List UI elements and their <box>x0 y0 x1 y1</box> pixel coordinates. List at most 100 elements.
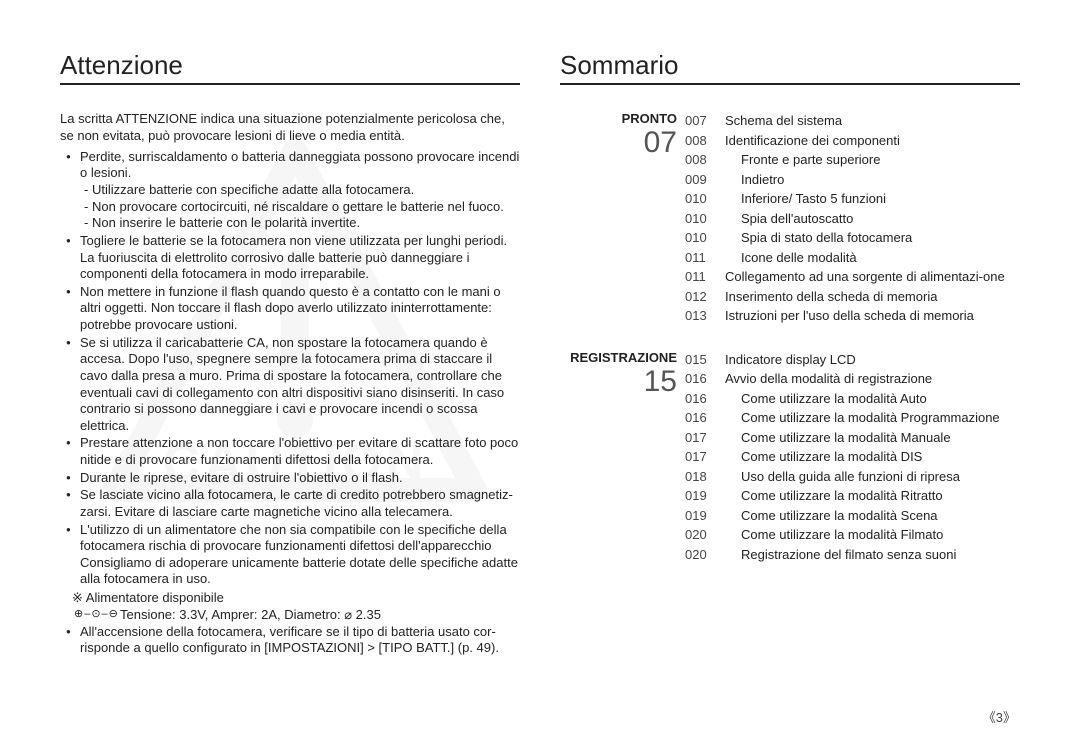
toc-section: PRONTO07007Schema del sistema008Identifi… <box>560 111 1020 326</box>
toc-title: Indietro <box>719 170 1020 190</box>
toc-page: 017 <box>685 447 719 467</box>
toc-page: 019 <box>685 486 719 506</box>
list-item: Togliere le batterie se la fotocamera no… <box>72 233 520 283</box>
toc-title: Fronte e parte superiore <box>719 150 1020 170</box>
toc-page: 016 <box>685 389 719 409</box>
toc-list: 007Schema del sistema008Identificazione … <box>685 111 1020 326</box>
toc-row: 016Avvio della modalità di registrazione <box>685 369 1020 389</box>
toc-page: 018 <box>685 467 719 487</box>
toc-row: 007Schema del sistema <box>685 111 1020 131</box>
list-item: Non inserire le batterie con le polarità… <box>84 215 520 232</box>
page-number: 《3》 <box>983 707 1016 726</box>
toc-row: 016Come utilizzare la modalità Programma… <box>685 408 1020 428</box>
attenzione-heading: Attenzione <box>60 50 520 85</box>
list-item: All'accensione della fotocamera, verific… <box>72 624 520 657</box>
toc-title: Come utilizzare la modalità Ritratto <box>719 486 1020 506</box>
toc-page: 013 <box>685 306 719 326</box>
document-page: CAUTION Attenzione La scritta ATTENZIONE… <box>0 0 1080 746</box>
toc-page: 010 <box>685 189 719 209</box>
toc-page: 009 <box>685 170 719 190</box>
toc-row: 011Collegamento ad una sorgente di alime… <box>685 267 1020 287</box>
toc-page: 011 <box>685 248 719 268</box>
toc-title: Collegamento ad una sorgente di alimenta… <box>719 267 1020 287</box>
toc-section-label: PRONTO07 <box>560 111 685 326</box>
toc-section-label: REGISTRAZIONE15 <box>560 350 685 565</box>
toc-row: 011Icone delle modalità <box>685 248 1020 268</box>
toc-page: 016 <box>685 408 719 428</box>
toc-section: REGISTRAZIONE15015Indicatore display LCD… <box>560 350 1020 565</box>
list-item: Perdite, surriscaldamento o batteria dan… <box>72 149 520 232</box>
toc-section-name: REGISTRAZIONE <box>560 350 677 365</box>
power-spec-text: Tensione: 3.3V, Amprer: 2A, Diametro: ⌀ … <box>120 607 381 622</box>
list-item: Se lasciate vicino alla fotocamera, le c… <box>72 487 520 520</box>
toc-row: 012Inserimento della scheda di memoria <box>685 287 1020 307</box>
toc-title: Come utilizzare la modalità Auto <box>719 389 1020 409</box>
list-item: Non provocare cortocircuiti, né riscalda… <box>84 199 520 216</box>
toc-row: 010Inferiore/ Tasto 5 funzioni <box>685 189 1020 209</box>
toc-row: 020Registrazione del filmato senza suoni <box>685 545 1020 565</box>
toc-row: 019Come utilizzare la modalità Ritratto <box>685 486 1020 506</box>
toc-row: 008Identificazione dei componenti <box>685 131 1020 151</box>
toc-page: 016 <box>685 369 719 389</box>
toc-title: Come utilizzare la modalità Programmazio… <box>719 408 1020 428</box>
toc-section-number: 07 <box>560 126 677 159</box>
toc-title: Registrazione del filmato senza suoni <box>719 545 1020 565</box>
toc-title: Avvio della modalità di registrazione <box>719 369 1020 389</box>
toc-title: Come utilizzare la modalità DIS <box>719 447 1020 467</box>
toc-row: 010Spia di stato della fotocamera <box>685 228 1020 248</box>
attenzione-bullet-list: Perdite, surriscaldamento o batteria dan… <box>60 149 520 588</box>
toc-title: Uso della guida alle funzioni di ripresa <box>719 467 1020 487</box>
toc-title: Istruzioni per l'uso della scheda di mem… <box>719 306 1020 326</box>
toc-page: 020 <box>685 525 719 545</box>
toc-title: Spia dell'autoscatto <box>719 209 1020 229</box>
list-item: Prestare attenzione a non toccare l'obie… <box>72 435 520 468</box>
toc-page: 008 <box>685 131 719 151</box>
sommario-heading: Sommario <box>560 50 1020 85</box>
toc-page: 008 <box>685 150 719 170</box>
list-item: Utilizzare batterie con specifiche adatt… <box>84 182 520 199</box>
list-item: Non mettere in funzione il flash quando … <box>72 284 520 334</box>
list-item: L'utilizzo di un alimentatore che non si… <box>72 522 520 589</box>
toc-row: 020Come utilizzare la modalità Filmato <box>685 525 1020 545</box>
toc-title: Inferiore/ Tasto 5 funzioni <box>719 189 1020 209</box>
toc-row: 019Come utilizzare la modalità Scena <box>685 506 1020 526</box>
attenzione-intro: La scritta ATTENZIONE indica una situazi… <box>60 111 520 145</box>
toc-title: Spia di stato della fotocamera <box>719 228 1020 248</box>
toc-title: Identificazione dei componenti <box>719 131 1020 151</box>
sub-list: Utilizzare batterie con specifiche adatt… <box>80 182 520 232</box>
toc-title: Come utilizzare la modalità Scena <box>719 506 1020 526</box>
toc-page: 007 <box>685 111 719 131</box>
toc-page: 010 <box>685 228 719 248</box>
toc-row: 013Istruzioni per l'uso della scheda di … <box>685 306 1020 326</box>
toc-page: 012 <box>685 287 719 307</box>
toc-row: 015Indicatore display LCD <box>685 350 1020 370</box>
toc-title: Come utilizzare la modalità Filmato <box>719 525 1020 545</box>
attenzione-column: Attenzione La scritta ATTENZIONE indica … <box>60 50 520 658</box>
toc-row: 017Come utilizzare la modalità Manuale <box>685 428 1020 448</box>
toc-title: Icone delle modalità <box>719 248 1020 268</box>
toc-page: 015 <box>685 350 719 370</box>
toc-page: 017 <box>685 428 719 448</box>
power-spec-line: ⊕–⊙–⊖ Tensione: 3.3V, Amprer: 2A, Diamet… <box>60 607 520 624</box>
toc-title: Come utilizzare la modalità Manuale <box>719 428 1020 448</box>
toc-list: 015Indicatore display LCD016Avvio della … <box>685 350 1020 565</box>
toc-section-name: PRONTO <box>560 111 677 126</box>
list-item: Se si utilizza il caricabatterie CA, non… <box>72 335 520 435</box>
toc-row: 009Indietro <box>685 170 1020 190</box>
toc-page: 020 <box>685 545 719 565</box>
alimentatore-note: ※ Alimentatore disponibile <box>60 590 520 607</box>
attenzione-final-bullet: All'accensione della fotocamera, verific… <box>60 624 520 657</box>
toc-page: 011 <box>685 267 719 287</box>
polarity-icon: ⊕–⊙–⊖ <box>74 607 119 621</box>
toc-row: 016Come utilizzare la modalità Auto <box>685 389 1020 409</box>
toc-page: 010 <box>685 209 719 229</box>
toc-row: 017Come utilizzare la modalità DIS <box>685 447 1020 467</box>
toc-row: 008Fronte e parte superiore <box>685 150 1020 170</box>
toc-row: 010Spia dell'autoscatto <box>685 209 1020 229</box>
toc-title: Inserimento della scheda di memoria <box>719 287 1020 307</box>
toc-title: Schema del sistema <box>719 111 1020 131</box>
sommario-column: Sommario PRONTO07007Schema del sistema00… <box>560 50 1020 658</box>
list-item: Durante le riprese, evitare di ostruire … <box>72 470 520 487</box>
toc-row: 018Uso della guida alle funzioni di ripr… <box>685 467 1020 487</box>
toc-title: Indicatore display LCD <box>719 350 1020 370</box>
